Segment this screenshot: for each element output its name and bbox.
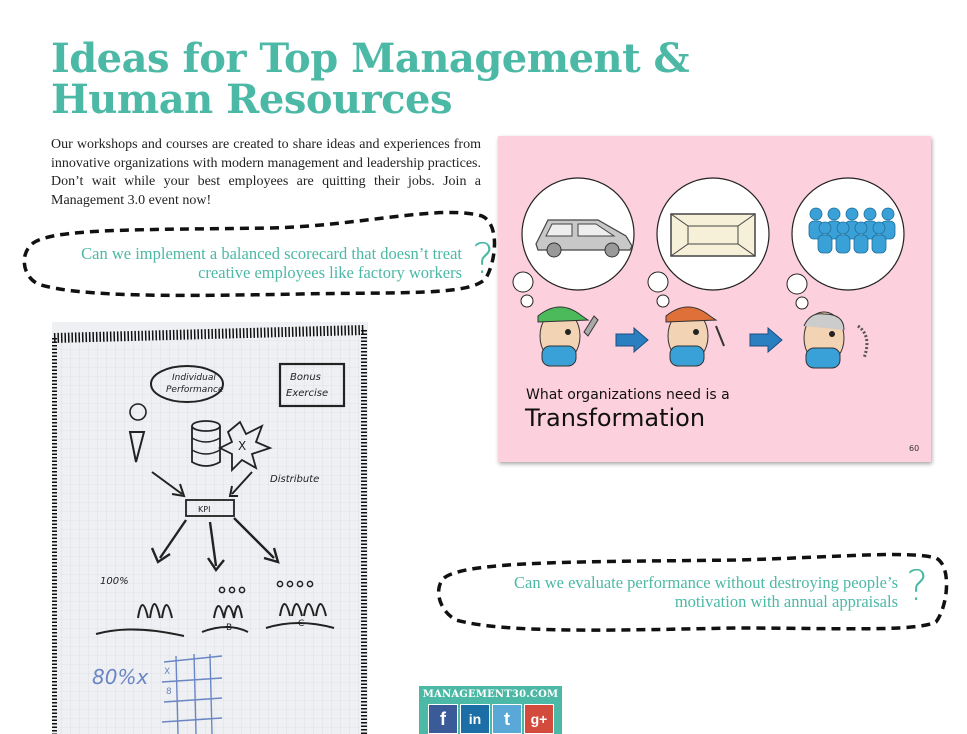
question-text: Can we implement a balanced scorecard th…: [81, 244, 462, 282]
page-title: Ideas for Top Management & Human Resourc…: [51, 35, 690, 123]
arrow-icon: [615, 326, 649, 354]
social-links-box: MANAGEMENT30.COM f in t g+: [419, 686, 562, 734]
goal-icon: [670, 213, 756, 257]
character-mechanic: [537, 306, 599, 367]
svg-text:Distribute: Distribute: [270, 474, 319, 485]
character-elder: [803, 311, 869, 369]
team-icon: [808, 207, 896, 254]
site-url[interactable]: MANAGEMENT30.COM: [422, 689, 559, 700]
character-coach: [665, 306, 725, 367]
question-bubble-appraisals: Can we evaluate performance without dest…: [436, 548, 950, 638]
dashed-bubble-outline: [436, 552, 949, 632]
title-line-1: Ideas for Top Management &: [51, 35, 690, 82]
twitter-icon[interactable]: t: [492, 704, 522, 734]
svg-text:X: X: [164, 667, 170, 677]
intro-paragraph: Our workshops and courses are created to…: [51, 137, 481, 208]
title-line-2: Human Resources: [51, 76, 453, 123]
slide-caption: What organizations need is a: [526, 387, 730, 403]
svg-text:80%x: 80%x: [92, 665, 148, 689]
car-icon: [535, 219, 633, 258]
arrow-icon: [749, 326, 783, 354]
question-mark-icon: ?: [472, 234, 495, 283]
svg-text:Bonus: Bonus: [290, 372, 321, 383]
slide-page-number: 60: [909, 444, 920, 453]
flipchart-drawing: Individual Performance Bonus Exercise X …: [52, 322, 368, 734]
svg-text:Exercise: Exercise: [286, 388, 328, 399]
facebook-icon[interactable]: f: [428, 704, 458, 734]
svg-text:8: 8: [166, 687, 172, 697]
svg-text:KPI: KPI: [198, 505, 210, 514]
svg-text:Individual: Individual: [172, 373, 216, 383]
svg-text:Performance: Performance: [166, 385, 224, 395]
question-bubble-scorecard: Can we implement a balanced scorecard th…: [20, 206, 498, 306]
transformation-slide: What organizations need is a Transformat…: [498, 136, 931, 462]
google-plus-icon[interactable]: g+: [524, 704, 554, 734]
svg-text:C: C: [298, 619, 304, 629]
dashed-bubble-outline: [22, 210, 497, 298]
svg-text:B: B: [226, 623, 232, 633]
svg-text:100%: 100%: [100, 576, 129, 587]
flipchart-photo: Individual Performance Bonus Exercise X …: [52, 322, 368, 734]
question-mark-icon: ?: [906, 561, 929, 610]
question-text: Can we evaluate performance without dest…: [514, 573, 898, 611]
slide-illustration: [512, 177, 905, 369]
slide-headline: Transformation: [525, 404, 706, 432]
linkedin-icon[interactable]: in: [460, 704, 490, 734]
svg-text:X: X: [238, 439, 246, 453]
svg-text:A: A: [144, 322, 151, 325]
social-icons: f in t g+: [428, 704, 554, 734]
